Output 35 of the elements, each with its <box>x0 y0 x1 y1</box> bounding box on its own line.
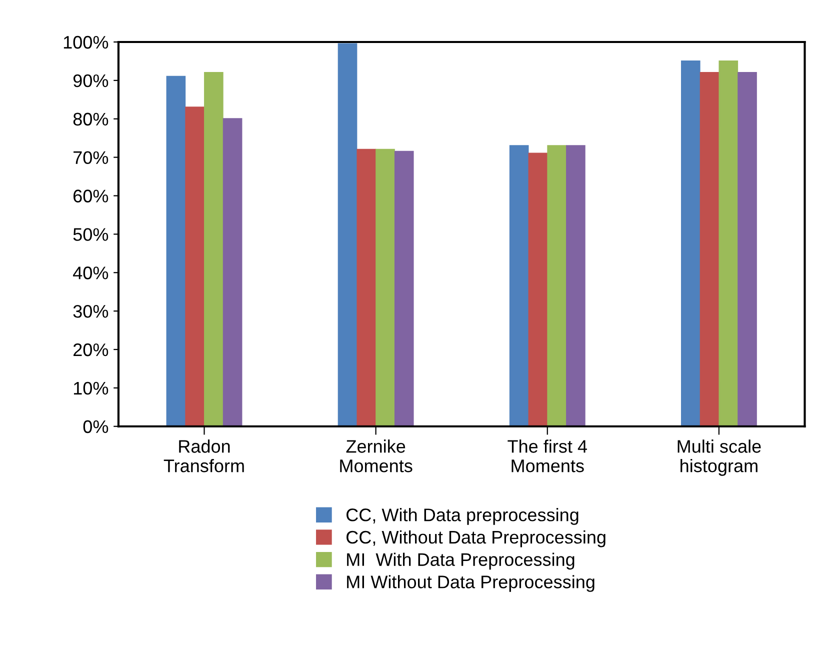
y-tick-label: 50% <box>73 228 108 241</box>
y-tick-label: 60% <box>74 190 108 202</box>
bar <box>222 118 242 426</box>
bar <box>528 152 548 426</box>
bar <box>509 145 529 426</box>
x-tick-label: Zernike Moments <box>340 440 412 472</box>
bar <box>566 145 586 426</box>
bar <box>394 150 414 426</box>
bar <box>738 72 757 426</box>
bar <box>680 60 700 426</box>
y-tick-label: 30% <box>73 304 108 318</box>
x-tick-label: Multi scale histogram <box>678 440 761 476</box>
legend-label: CC, With Data preprocessing <box>346 508 578 525</box>
x-tick-label: The first 4 Moments <box>508 440 587 472</box>
bar <box>376 148 395 426</box>
bar <box>338 43 358 426</box>
legend-label: MI With Data Preprocessing <box>347 552 574 570</box>
y-tick-label: 40% <box>73 266 108 280</box>
y-tick-label: 80% <box>73 112 108 126</box>
bar <box>700 72 720 426</box>
bar <box>547 145 566 426</box>
legend-label: CC, Without Data Preprocessing <box>346 530 606 548</box>
y-tick-label: 90% <box>73 74 108 88</box>
y-tick-label: 10% <box>74 382 108 395</box>
bar <box>185 106 204 426</box>
y-tick-label: 70% <box>74 151 108 164</box>
bar <box>166 76 186 426</box>
bar <box>204 72 224 426</box>
y-tick-label: 20% <box>74 343 108 356</box>
bar <box>356 148 376 426</box>
y-tick-label: 0% <box>83 420 108 434</box>
y-tick-label: 100% <box>64 36 108 49</box>
x-tick-label: Radon Transform <box>164 440 244 472</box>
bar <box>718 60 738 426</box>
legend-label: MI Without Data Preprocessing <box>347 575 594 592</box>
